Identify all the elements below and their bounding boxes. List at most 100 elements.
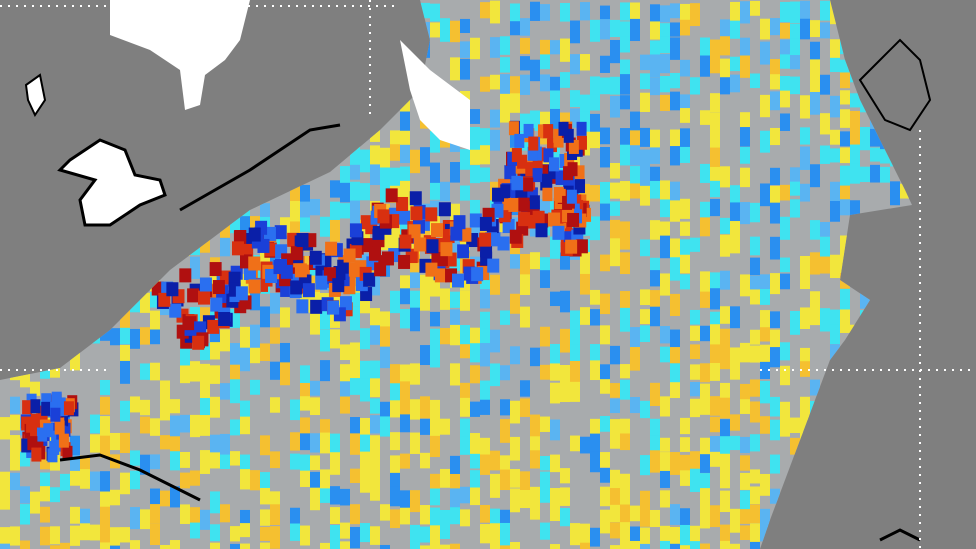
anomaly-cell [830,200,840,222]
anomaly-cell [543,124,554,139]
anomaly-cell [508,197,519,212]
anomaly-cell [590,289,600,305]
anomaly-cell [730,543,740,549]
anomaly-cell [517,154,528,169]
anomaly-cell [350,361,360,386]
anomaly-cell [518,212,531,227]
anomaly-cell [296,299,309,314]
anomaly-cell [425,262,438,277]
anomaly-cell [700,163,710,183]
anomaly-cell [532,168,543,183]
anomaly-cell [180,346,190,370]
anomaly-cell [760,508,770,529]
anomaly-cell [212,280,225,295]
anomaly-cell [50,487,60,503]
anomaly-cell [30,381,40,396]
anomaly-cell [47,448,58,463]
anomaly-cell [400,219,410,235]
anomaly-cell [560,468,570,484]
anomaly-cell [220,504,230,523]
anomaly-cell [140,416,150,434]
anomaly-cell [100,416,110,439]
anomaly-cell [660,235,670,259]
anomaly-cell [350,417,360,440]
anomaly-cell [470,165,480,184]
anomaly-cell [110,489,120,506]
anomaly-cell [820,22,830,39]
anomaly-cell [377,209,390,224]
anomaly-cell [660,199,670,218]
anomaly-cell [20,486,30,504]
anomaly-cell [430,275,440,297]
anomaly-cell [490,450,500,471]
anomaly-cell [370,435,380,460]
anomaly-cell [220,433,230,458]
anomaly-cell [480,328,490,350]
anomaly-cell [790,199,800,218]
anomaly-cell [231,241,244,256]
anomaly-cell [700,110,710,125]
anomaly-cell [620,473,630,491]
anomaly-cell [310,433,320,453]
anomaly-cell [660,94,670,111]
anomaly-cell [660,396,670,417]
anomaly-cell [350,504,360,525]
anomaly-cell [780,418,790,437]
anomaly-cell [360,451,370,474]
anomaly-cell [390,486,400,507]
anomaly-cell [470,401,480,417]
anomaly-cell [490,363,500,387]
anomaly-cell [670,363,680,385]
anomaly-cell [650,4,660,29]
anomaly-cell [600,203,610,221]
anomaly-cell [240,216,250,237]
anomaly-cell [690,525,700,542]
anomaly-cell [480,399,490,415]
anomaly-cell [270,327,280,344]
anomaly-cell [590,360,600,381]
anomaly-cell [170,436,180,454]
anomaly-cell [370,145,380,166]
anomaly-cell [420,345,430,366]
anomaly-cell [770,488,780,504]
anomaly-cell [660,180,670,203]
anomaly-cell [840,131,850,147]
anomaly-cell [400,130,410,151]
anomaly-cell [620,95,630,110]
anomaly-cell [300,454,310,476]
anomaly-cell [630,327,640,351]
anomaly-cell [420,293,430,311]
anomaly-cell [340,541,350,549]
anomaly-cell [330,452,340,475]
anomaly-cell [460,325,470,349]
anomaly-cell [580,436,590,454]
anomaly-cell [250,324,260,348]
anomaly-cell [610,433,620,449]
anomaly-cell [560,487,570,506]
anomaly-cell [760,361,770,380]
anomaly-cell [610,219,620,241]
anomaly-cell [540,486,550,503]
anomaly-cell [660,437,670,452]
anomaly-cell [580,307,590,325]
anomaly-cell [710,272,720,297]
anomaly-cell [680,437,690,452]
anomaly-cell [620,21,630,44]
anomaly-cell [510,239,520,258]
anomaly-cell [620,487,630,505]
anomaly-cell [750,0,760,16]
anomaly-cell [420,452,430,469]
anomaly-cell [680,94,690,117]
anomaly-cell [550,505,560,521]
anomaly-cell [720,470,730,489]
anomaly-cell [140,399,150,416]
anomaly-cell [70,470,80,486]
anomaly-cell [680,545,690,549]
anomaly-cell [430,415,440,440]
anomaly-cell [320,542,330,549]
anomaly-cell [460,58,470,80]
anomaly-cell [528,136,539,151]
anomaly-cell [450,239,460,255]
anomaly-cell [240,326,250,349]
anomaly-cell [532,159,543,174]
